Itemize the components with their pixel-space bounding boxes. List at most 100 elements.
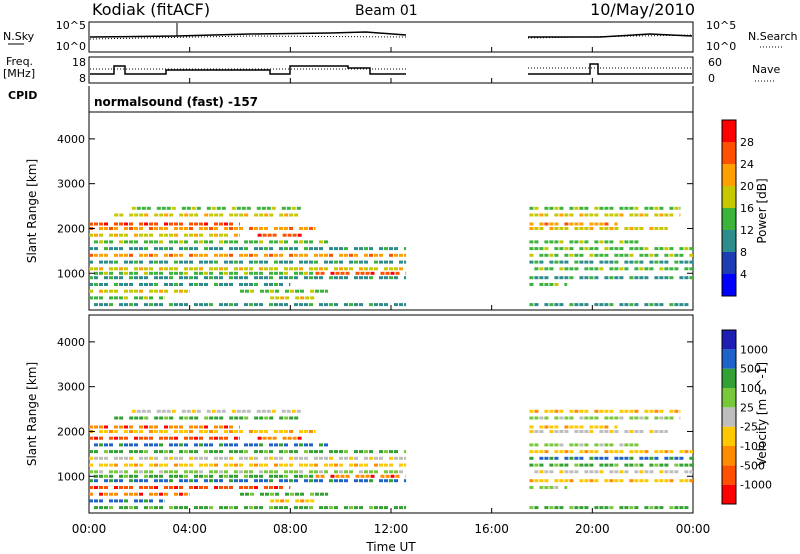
velocity-cell [365,474,370,478]
power-cell [236,206,241,210]
power-cell [659,206,664,210]
power-cell [589,260,594,264]
power-cell [194,283,198,286]
power-cell [304,276,308,280]
power-cell [404,247,407,251]
velocity-cell [194,479,198,483]
velocity-cell [124,436,128,440]
power-cell [349,260,353,264]
nsearch-series-b [527,34,693,39]
power-cell [267,233,272,237]
velocity-cell [384,479,388,483]
velocity-cell [539,416,544,420]
velocity-cell [219,474,223,478]
power-cell [544,206,549,210]
velocity-cell [669,456,674,460]
velocity-cell [204,486,208,489]
power-cell [564,260,569,264]
velocity-cell [299,506,303,510]
power-cell [234,233,238,237]
velocity-cell [544,409,549,413]
velocity-cell [199,425,203,429]
velocity-colorbar-swatch [722,388,736,408]
velocity-cell [679,409,681,413]
power-cell [324,267,328,271]
power-cell [659,276,664,280]
power-cell [674,253,679,257]
power-cell [264,260,268,264]
power-cell [310,296,315,300]
velocity-cell [159,479,163,483]
power-cell [209,247,213,251]
power-cell [134,276,138,280]
power-cell [589,213,594,217]
velocity-cell [584,409,589,413]
velocity-cell [114,479,118,483]
velocity-cell [644,450,649,454]
velocity-cell [369,479,373,483]
velocity-cell [119,443,123,447]
power-cell [214,260,218,264]
velocity-cell [194,456,198,460]
power-cell [144,283,148,286]
power-cell [284,240,288,244]
velocity-cell [239,425,240,429]
velocity-cell [584,463,589,467]
velocity-cell [320,492,324,496]
power-cell [659,267,664,271]
power-cell [211,206,216,210]
velocity-cell [529,450,534,454]
power-cell [579,213,584,217]
velocity-cell [569,425,574,429]
velocity-cell [194,416,199,420]
velocity-cell [619,450,624,454]
velocity-cell [159,416,164,420]
power-cell [359,276,363,280]
velocity-cell [214,456,218,460]
power-cell [209,233,213,237]
velocity-cell [244,506,248,510]
power-cell [315,289,319,293]
power-cell [221,206,226,210]
velocity-cell [309,443,313,447]
velocity-colorbar-swatch [722,426,736,446]
power-cell [189,267,193,271]
power-cell [270,296,275,300]
velocity-cell [274,506,278,510]
velocity-cell [194,506,198,510]
power-cell [299,271,303,275]
velocity-cell [554,409,559,413]
power-cell [144,213,149,217]
power-cell [689,253,693,257]
velocity-cell [279,456,283,460]
velocity-cell [104,474,108,478]
power-cell [159,296,163,300]
power-cell [334,267,338,271]
velocity-cell [589,430,594,433]
velocity-cell [634,409,639,413]
velocity-cell [669,450,674,454]
power-cell [224,222,228,226]
power-cell [154,289,158,293]
velocity-cell [146,409,151,413]
velocity-cell [294,470,298,474]
power-cell [179,303,183,307]
power-cell [594,247,599,251]
power-cell [124,240,128,244]
velocity-cell [184,474,188,478]
velocity-cell [629,456,634,460]
power-colorbar-tick: 16 [740,202,754,215]
velocity-cell [384,470,388,474]
velocity-cell [684,506,689,510]
velocity-cell [329,479,333,483]
velocity-cell [254,450,258,454]
power-cell [304,271,308,275]
velocity-cell [599,470,604,474]
velocity-cell [164,430,168,433]
power-cell [309,227,313,230]
power-cell [129,271,133,275]
velocity-cell [589,416,594,420]
power-cell [544,213,549,217]
velocity-cell [309,470,313,474]
